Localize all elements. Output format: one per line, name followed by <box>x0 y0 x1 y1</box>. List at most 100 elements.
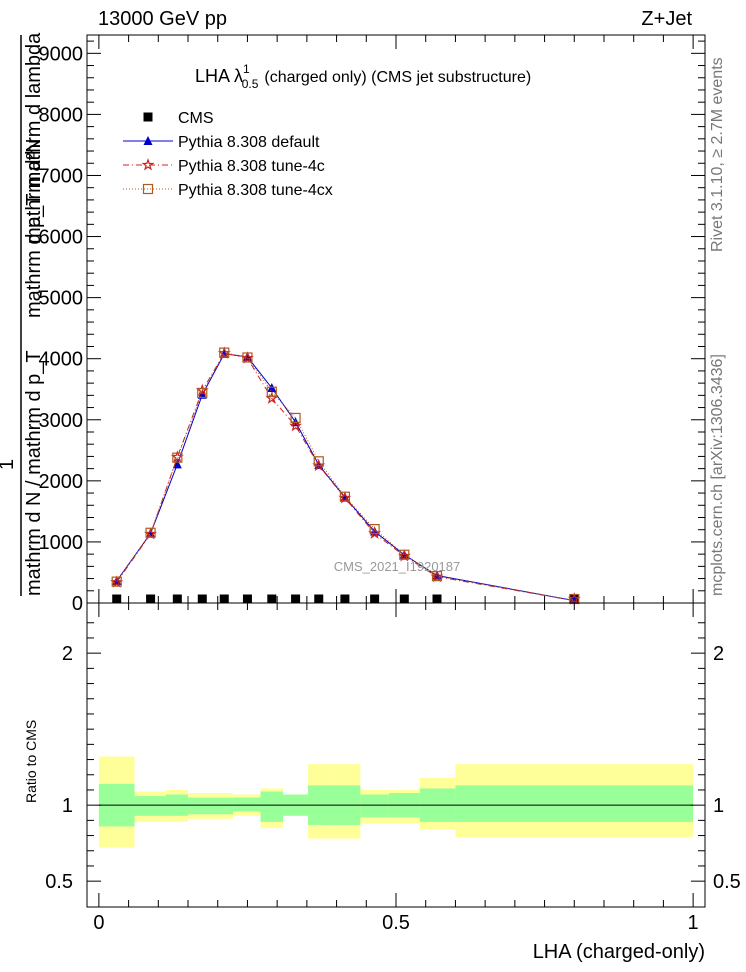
main-panel: 0 1000 2000 3000 4000 5000 6000 7000 8000 9000 LH… <box>0 32 706 615</box>
ratio-bands <box>98 756 694 848</box>
main-y-tick-label: 3000 <box>39 410 84 432</box>
ylabel-lower: mathrm d N / mathrm d p_T <box>23 350 45 596</box>
ratio-y-tick-label-right: 2 <box>713 643 724 665</box>
data-point <box>370 594 380 604</box>
main-y-tick-label: 0 <box>72 593 83 615</box>
data-point <box>340 594 350 604</box>
band-stat <box>260 791 284 822</box>
main-title-base: LHA λ <box>195 66 243 86</box>
data-point <box>172 594 182 604</box>
legend-label: Pythia 8.308 tune-4cx <box>178 182 333 199</box>
data-point <box>242 352 253 363</box>
band-stat <box>188 797 216 815</box>
ylabel-factor: 1 <box>0 459 18 470</box>
main-title: LHA λ1 0.5 (charged only) (CMS jet substru… <box>195 62 531 91</box>
data-point <box>399 594 409 604</box>
data-point <box>291 594 301 604</box>
ratio-ticks: 0.5 0.5 1 1 2 2 0 0.5 1 <box>45 603 741 934</box>
data-point <box>144 527 158 540</box>
data-point <box>172 459 182 469</box>
legend-marker <box>141 158 155 171</box>
ratio-y-tick-label: 2 <box>62 643 73 665</box>
main-y-tick-label: 2000 <box>39 471 84 493</box>
data-point <box>339 491 350 502</box>
main-y-tick-label: 7000 <box>39 165 84 187</box>
rivet-caption: Rivet 3.1.10, ≥ 2.7M events <box>709 57 726 252</box>
data-point <box>197 594 207 604</box>
band-stat <box>215 797 234 815</box>
data-point <box>430 569 444 583</box>
series-0 <box>112 594 579 604</box>
x-tick-label: 1 <box>688 912 699 934</box>
data-point <box>338 491 352 504</box>
ylabel-numerator: mathrm d²N <box>23 138 45 244</box>
data-point <box>265 391 279 404</box>
mcplots-caption: mcplots.cern.ch [arXiv:1306.3436] <box>709 354 726 596</box>
data-point <box>112 594 122 604</box>
ratio-y-tick-label: 1 <box>62 795 73 817</box>
ratio-y-tick-label: 0.5 <box>45 871 73 893</box>
band-stat <box>134 796 167 816</box>
data-point <box>289 419 303 432</box>
main-y-tick-label: 5000 <box>39 288 84 310</box>
data-point <box>567 592 581 605</box>
data-point <box>397 549 411 562</box>
data-point <box>219 347 230 358</box>
data-point <box>369 523 380 535</box>
data-point <box>312 458 326 472</box>
ratio-y-tick-label-right: 0.5 <box>713 871 741 893</box>
legend-marker <box>142 183 154 195</box>
legend-label: Pythia 8.308 default <box>178 134 320 151</box>
data-point <box>313 456 324 467</box>
data-point <box>145 527 156 538</box>
ratio-y-tick-label-right: 1 <box>713 795 724 817</box>
ylabel-denominator: mathrm d p_T mathrm d lambda <box>23 32 45 318</box>
data-point <box>267 594 277 604</box>
data-point <box>110 575 124 588</box>
main-y-tick-label: 9000 <box>39 43 84 65</box>
legend-entry: Pythia 8.308 tune-4cx <box>123 182 333 199</box>
legend-entry: Pythia 8.308 default <box>123 134 320 151</box>
band-stat <box>360 794 389 818</box>
analysis-watermark: CMS_2021_I1920187 <box>334 559 461 574</box>
main-y-tick-label: 6000 <box>39 227 84 249</box>
ratio-y-label: Ratio to CMS <box>23 720 39 803</box>
x-axis-label: LHA (charged-only) <box>533 941 705 963</box>
ratio-frame <box>86 602 706 908</box>
main-y-label: mathrm d²N mathrm d p_T mathrm d lambda … <box>0 32 45 596</box>
main-series <box>110 346 581 605</box>
legend-label: CMS <box>178 110 214 127</box>
header-right: Z+Jet <box>641 8 692 30</box>
x-tick-label: 0 <box>93 912 104 934</box>
legend-entry: Pythia 8.308 tune-4c <box>123 158 325 175</box>
main-title-rest: (charged only) (CMS jet substructure) <box>264 69 531 86</box>
ratio-panel: 0.5 0.5 1 1 2 2 0 0.5 1 Ratio to CMS LHA (charge… <box>23 602 741 963</box>
data-point <box>242 594 252 604</box>
data-point <box>197 387 208 399</box>
data-point <box>146 594 156 604</box>
data-point <box>170 450 184 463</box>
data-point <box>217 346 231 359</box>
data-point <box>219 594 229 604</box>
data-point <box>172 452 183 463</box>
band-stat <box>233 797 261 812</box>
legend-label: Pythia 8.308 tune-4c <box>178 158 325 175</box>
data-point <box>399 549 410 560</box>
series-3 <box>111 347 580 605</box>
data-point <box>431 571 443 582</box>
data-point <box>368 526 382 539</box>
data-point <box>432 594 442 604</box>
main-y-tick-label: 8000 <box>39 104 84 126</box>
legend-marker <box>143 112 153 122</box>
data-point <box>266 386 277 397</box>
header-left: 13000 GeV pp <box>98 8 227 30</box>
data-point <box>290 412 301 424</box>
legend-marker <box>143 136 153 145</box>
band-stat <box>455 785 694 822</box>
series-2 <box>110 346 581 605</box>
data-point <box>314 594 324 604</box>
data-point <box>111 576 122 587</box>
main-y-tick-label: 1000 <box>39 532 84 554</box>
legend-entry: CMS <box>143 110 214 127</box>
